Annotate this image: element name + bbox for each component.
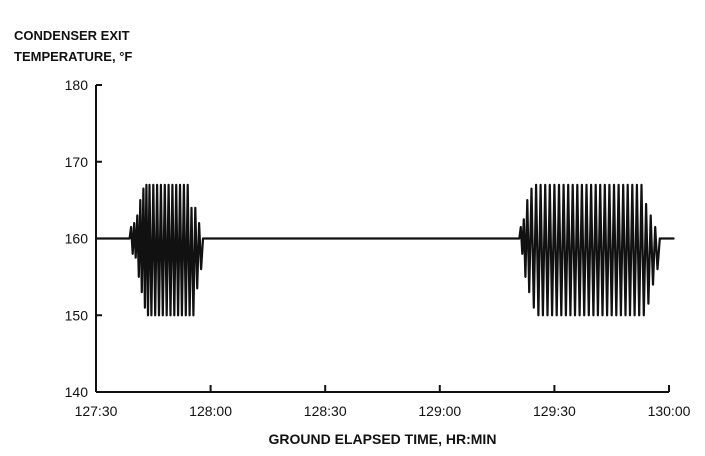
y-axis-label-line-1: CONDENSER EXIT	[14, 28, 130, 43]
y-tick-label: 140	[65, 384, 89, 400]
x-axis-ticks: 127:30 128:00 128:30 129:00 129:30 130:00	[75, 385, 691, 419]
y-tick-label: 170	[65, 154, 89, 170]
y-tick-label: 160	[65, 231, 89, 247]
x-tick-label: 128:30	[304, 403, 347, 419]
y-axis-label-line-2: TEMPERATURE, °F	[14, 49, 132, 64]
x-tick-label: 128:00	[189, 403, 232, 419]
x-axis-label: GROUND ELAPSED TIME, HR:MIN	[269, 431, 497, 447]
series-line-condenser-exit-temperature	[94, 183, 675, 317]
y-axis-ticks: 140 150 160 170 180	[65, 77, 102, 400]
y-tick-label: 180	[65, 77, 89, 93]
x-tick-label: 129:00	[418, 403, 461, 419]
y-tick-label: 150	[65, 307, 89, 323]
x-tick-label: 129:30	[533, 403, 576, 419]
y-axis-label: CONDENSER EXIT TEMPERATURE, °F	[14, 28, 132, 64]
x-tick-label: 130:00	[648, 403, 691, 419]
x-tick-label: 127:30	[75, 403, 118, 419]
